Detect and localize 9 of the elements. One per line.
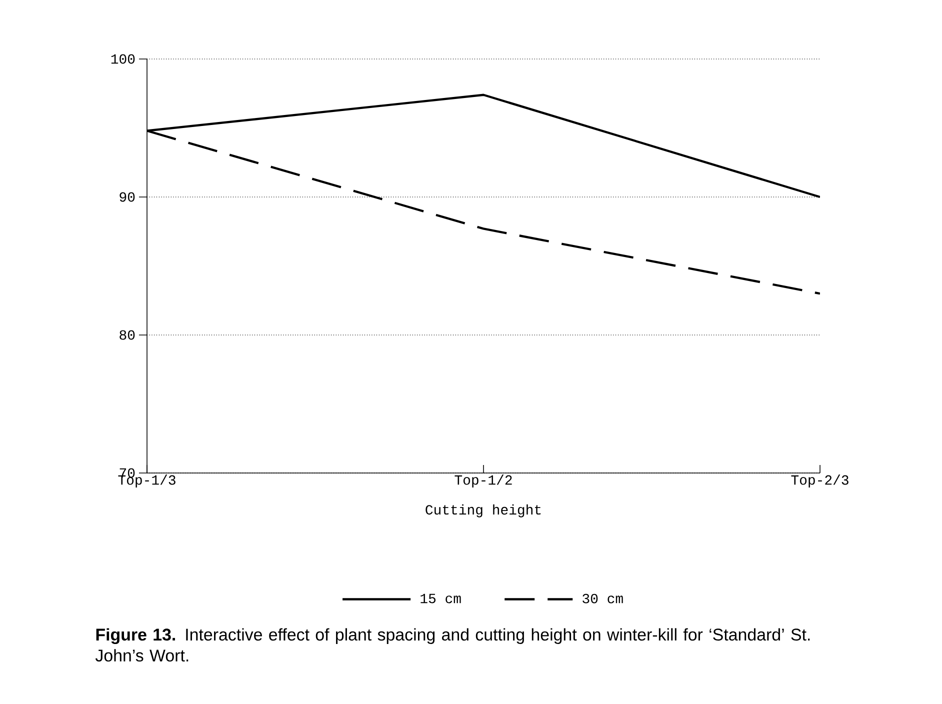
- x-axis-title: Cutting height: [426, 504, 541, 518]
- legend-label: 15 cm: [420, 594, 461, 604]
- legend-label: 30 cm: [582, 594, 623, 604]
- y-tick-label: 100: [111, 54, 135, 64]
- y-tick-label: 80: [120, 330, 135, 340]
- x-tick-label: Top-2/3: [791, 474, 848, 488]
- text: Figure 13. Interactive effect of plant spacing and cutting height on winter-kill for ‘Standard’ St. John’s Wort.: [95, 628, 810, 662]
- y-tick-label: 90: [120, 192, 135, 202]
- x-tick-label: Top-1/2: [454, 474, 512, 488]
